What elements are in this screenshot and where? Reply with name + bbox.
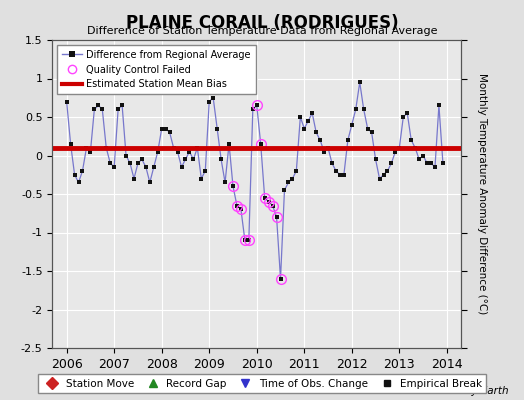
Text: PLAINE CORAIL (RODRIGUES): PLAINE CORAIL (RODRIGUES) bbox=[126, 14, 398, 32]
Legend: Difference from Regional Average, Quality Control Failed, Estimated Station Mean: Difference from Regional Average, Qualit… bbox=[57, 45, 256, 94]
Text: Difference of Station Temperature Data from Regional Average: Difference of Station Temperature Data f… bbox=[87, 26, 437, 36]
Legend: Station Move, Record Gap, Time of Obs. Change, Empirical Break: Station Move, Record Gap, Time of Obs. C… bbox=[38, 374, 486, 393]
Y-axis label: Monthly Temperature Anomaly Difference (°C): Monthly Temperature Anomaly Difference (… bbox=[477, 73, 487, 315]
Text: Berkeley Earth: Berkeley Earth bbox=[432, 386, 508, 396]
